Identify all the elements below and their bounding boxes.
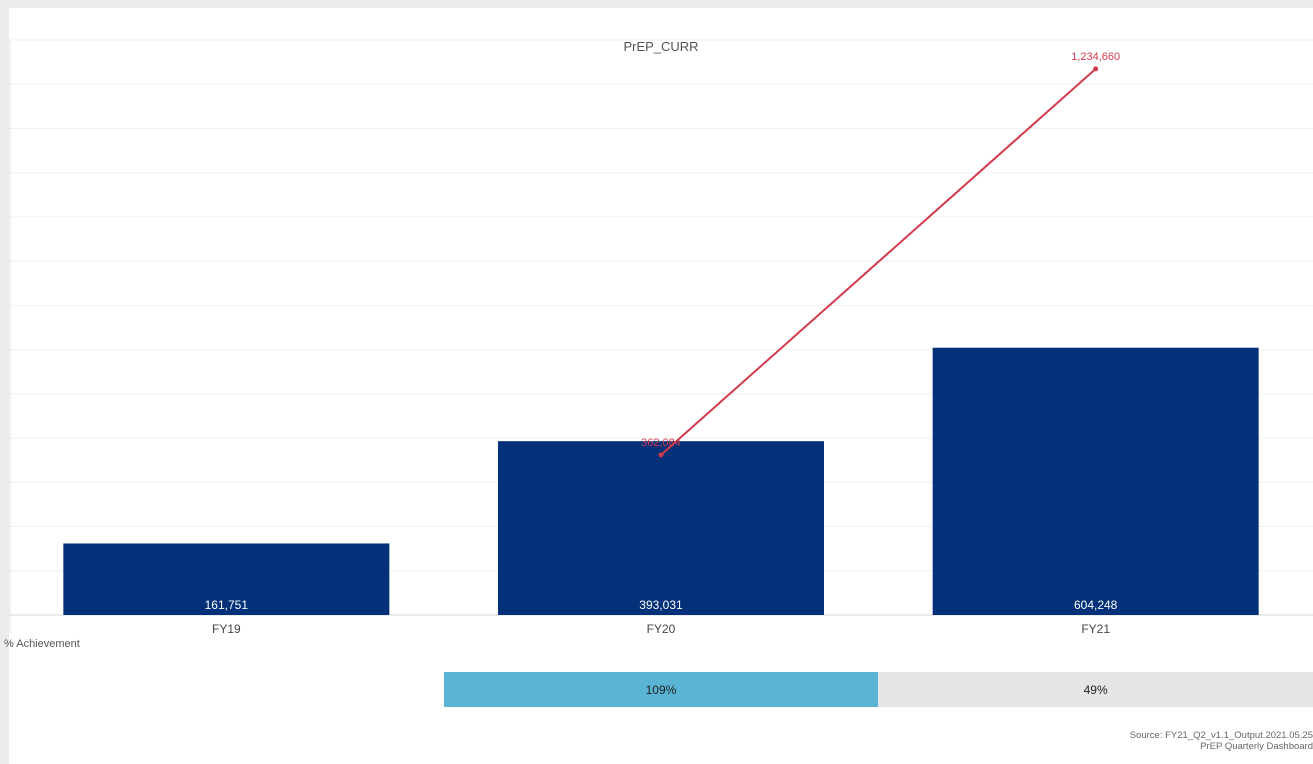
bar-fy19 — [63, 543, 390, 615]
chart-title: PrEP_CURR — [623, 39, 698, 54]
prep-curr-chart: PrEP_CURR 161,751 393,031 604,248 362,0841… — [9, 39, 1313, 636]
category-label: FY20 — [647, 622, 676, 636]
bar-value-label: 604,248 — [1074, 598, 1118, 612]
bar-value-label: 393,031 — [639, 598, 683, 612]
achievement-segment-fy20: 109% — [443, 672, 879, 707]
category-labels: FY19 FY20 FY21 — [212, 622, 1110, 636]
category-label: FY21 — [1081, 622, 1110, 636]
achievement-label: % Achievement — [4, 638, 80, 650]
achievement-bar: 109% 49% — [443, 672, 1313, 707]
bar-fy21 — [932, 347, 1259, 615]
source-text: Source: FY21_Q2_v1.1_Output.2021.05.25 — [1129, 730, 1313, 741]
target-value-label: 362,084 — [641, 437, 681, 449]
dashboard-text: PrEP Quarterly Dashboard — [1200, 741, 1313, 752]
target-point — [1093, 66, 1099, 72]
target-line — [660, 68, 1097, 456]
achievement-segment-fy21: 49% — [878, 672, 1313, 707]
bar-value-label: 161,751 — [205, 598, 249, 612]
source-note: Source: FY21_Q2_v1.1_Output.2021.05.25 P… — [1130, 730, 1313, 752]
target-value-label: 1,234,660 — [1071, 51, 1120, 63]
bars-group: 161,751 393,031 604,248 — [63, 347, 1259, 615]
bar-fy20 — [498, 441, 824, 615]
category-label: FY19 — [212, 622, 241, 636]
target-line-group: 362,084 1,234,660 — [641, 51, 1120, 458]
target-point — [658, 452, 664, 458]
